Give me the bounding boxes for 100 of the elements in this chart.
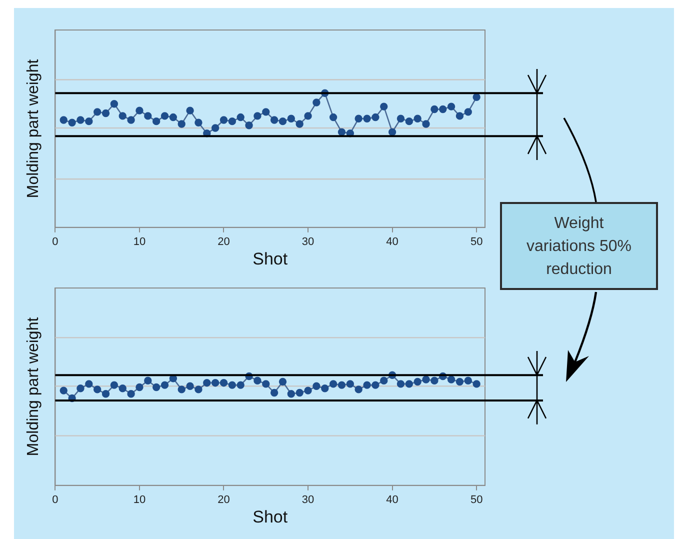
point bbox=[110, 381, 118, 389]
point bbox=[287, 390, 296, 398]
point bbox=[472, 380, 480, 388]
point bbox=[262, 380, 270, 388]
point bbox=[211, 378, 220, 387]
point bbox=[160, 381, 169, 389]
point bbox=[447, 376, 456, 384]
x-tick-label: 40 bbox=[386, 236, 398, 248]
point bbox=[127, 116, 135, 124]
point bbox=[60, 116, 68, 124]
point bbox=[110, 100, 118, 108]
point bbox=[254, 112, 262, 120]
point bbox=[296, 120, 304, 128]
point bbox=[472, 93, 480, 101]
point bbox=[287, 114, 296, 122]
point bbox=[220, 378, 228, 387]
point bbox=[363, 114, 371, 122]
point bbox=[372, 113, 380, 122]
point bbox=[118, 384, 126, 392]
point bbox=[76, 116, 84, 124]
point bbox=[422, 376, 430, 384]
point bbox=[372, 381, 380, 389]
point bbox=[186, 106, 194, 114]
x-tick-label: 30 bbox=[302, 236, 314, 248]
point bbox=[102, 109, 110, 118]
point bbox=[152, 383, 160, 392]
point bbox=[144, 376, 152, 384]
point bbox=[136, 106, 144, 114]
point bbox=[354, 114, 362, 122]
point bbox=[456, 378, 464, 386]
point bbox=[338, 381, 346, 389]
point bbox=[464, 376, 472, 384]
x-axis-title: Shot bbox=[252, 507, 288, 526]
point bbox=[60, 386, 68, 394]
point bbox=[338, 128, 346, 136]
point bbox=[396, 380, 405, 388]
point bbox=[85, 117, 93, 126]
point bbox=[236, 381, 244, 389]
point bbox=[127, 390, 135, 398]
point bbox=[194, 386, 202, 394]
x-tick-label: 50 bbox=[470, 236, 483, 248]
point bbox=[346, 380, 354, 388]
point bbox=[228, 381, 236, 389]
point bbox=[430, 376, 438, 384]
point bbox=[405, 380, 414, 388]
point bbox=[380, 102, 388, 110]
x-tick-label: 30 bbox=[302, 494, 314, 506]
point bbox=[270, 116, 278, 124]
x-tick-label: 40 bbox=[386, 494, 398, 506]
point bbox=[178, 120, 186, 128]
point bbox=[245, 121, 253, 130]
point bbox=[321, 384, 329, 392]
point bbox=[396, 114, 405, 122]
point bbox=[296, 388, 304, 397]
x-tick-label: 20 bbox=[218, 236, 230, 248]
point bbox=[211, 124, 220, 132]
point bbox=[304, 386, 312, 394]
x-tick-label: 0 bbox=[52, 236, 58, 248]
point bbox=[363, 381, 371, 389]
point bbox=[414, 114, 422, 122]
point bbox=[136, 383, 144, 392]
point bbox=[254, 376, 262, 384]
point bbox=[118, 112, 126, 120]
x-tick-label: 20 bbox=[218, 494, 230, 506]
point bbox=[354, 386, 362, 394]
point bbox=[414, 378, 422, 386]
x-axis-title: Shot bbox=[252, 249, 288, 268]
point bbox=[203, 378, 211, 387]
point bbox=[102, 390, 110, 398]
point bbox=[236, 113, 244, 122]
point bbox=[68, 118, 76, 127]
point bbox=[388, 128, 396, 136]
point bbox=[329, 380, 338, 388]
point bbox=[456, 112, 464, 120]
point bbox=[76, 384, 84, 392]
y-axis-title: Molding part weight bbox=[25, 316, 42, 456]
point bbox=[152, 117, 160, 126]
point bbox=[312, 98, 320, 106]
point bbox=[278, 117, 287, 126]
point bbox=[329, 113, 338, 122]
y-axis-title: Molding part weight bbox=[25, 58, 42, 198]
point bbox=[169, 113, 178, 122]
x-tick-label: 0 bbox=[52, 494, 58, 506]
point bbox=[144, 112, 152, 120]
point bbox=[312, 382, 320, 390]
point bbox=[380, 376, 388, 384]
x-tick-label: 10 bbox=[133, 236, 146, 248]
point bbox=[178, 386, 186, 394]
point bbox=[278, 378, 287, 386]
point bbox=[270, 388, 278, 397]
point bbox=[194, 118, 202, 127]
point bbox=[93, 108, 102, 116]
point bbox=[186, 382, 194, 390]
x-tick-label: 50 bbox=[470, 494, 483, 506]
point bbox=[93, 386, 102, 394]
point bbox=[228, 117, 236, 126]
x-tick-label: 10 bbox=[133, 494, 146, 506]
point bbox=[220, 116, 228, 124]
point bbox=[405, 117, 414, 126]
point bbox=[85, 380, 93, 388]
